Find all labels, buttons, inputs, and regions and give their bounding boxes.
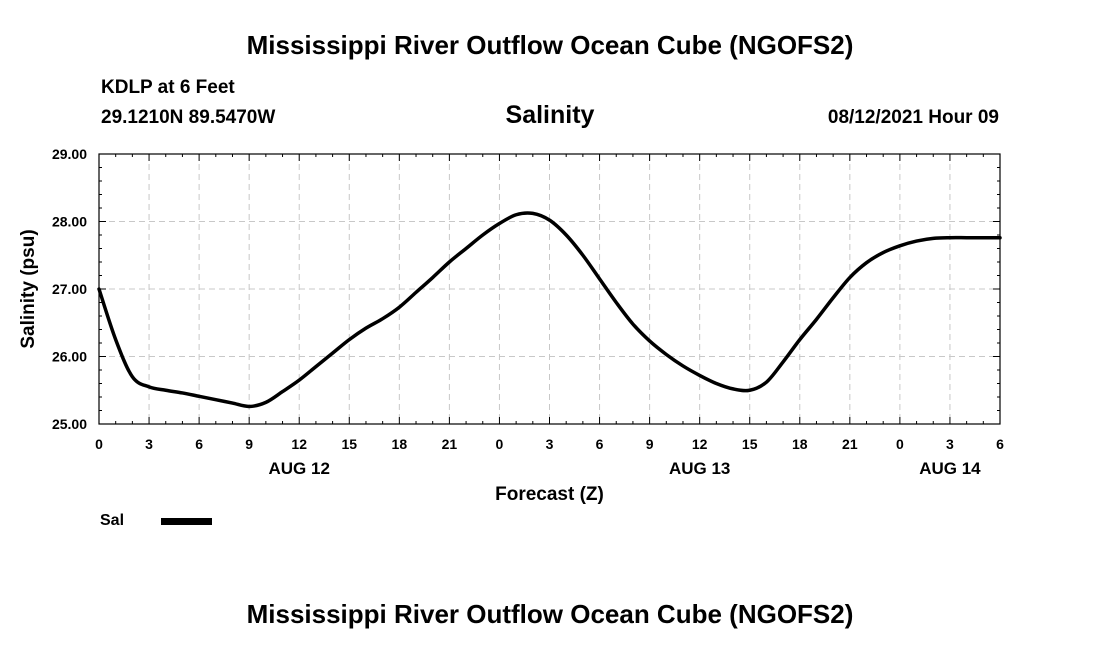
parameter-title: Salinity <box>505 101 595 129</box>
x-tick-label: 9 <box>646 436 654 452</box>
y-tick-label: 25.00 <box>52 416 87 432</box>
x-tick-label: 9 <box>245 436 253 452</box>
x-tick-label: 15 <box>742 436 758 452</box>
date-label: AUG 14 <box>919 459 981 478</box>
x-tick-label: 0 <box>95 436 103 452</box>
x-tick-label: 3 <box>946 436 954 452</box>
series-line-sal <box>97 211 1002 409</box>
date-label: AUG 13 <box>669 459 730 478</box>
x-tick-label: 0 <box>896 436 904 452</box>
x-tick-label: 21 <box>842 436 858 452</box>
footer-title: Mississippi River Outflow Ocean Cube (NG… <box>246 599 854 629</box>
station-coordinates: 29.1210N 89.5470W <box>101 107 276 128</box>
legend-label: Sal <box>100 512 124 529</box>
x-tick-label: 3 <box>546 436 554 452</box>
x-tick-label: 12 <box>291 436 307 452</box>
y-axis-label: Salinity (psu) <box>18 229 39 348</box>
x-tick-label: 21 <box>442 436 458 452</box>
x-tick-label: 18 <box>392 436 408 452</box>
y-tick-label: 26.00 <box>52 349 87 365</box>
forecast-datetime: 08/12/2021 Hour 09 <box>827 107 999 128</box>
chart-title: Mississippi River Outflow Ocean Cube (NG… <box>246 30 854 60</box>
date-label: AUG 12 <box>269 459 330 478</box>
x-tick-label: 6 <box>596 436 604 452</box>
x-tick-label: 3 <box>145 436 153 452</box>
x-tick-label: 18 <box>792 436 808 452</box>
y-tick-label: 29.00 <box>52 146 87 162</box>
legend-swatch <box>161 518 212 525</box>
x-tick-label: 12 <box>692 436 708 452</box>
x-axis-label: Forecast (Z) <box>495 484 604 505</box>
station-label: KDLP at 6 Feet <box>101 77 235 98</box>
x-tick-label: 15 <box>341 436 357 452</box>
x-tick-label: 0 <box>496 436 504 452</box>
y-tick-label: 28.00 <box>52 214 87 230</box>
x-tick-label: 6 <box>195 436 203 452</box>
y-tick-label: 27.00 <box>52 281 87 297</box>
x-tick-label: 6 <box>996 436 1004 452</box>
